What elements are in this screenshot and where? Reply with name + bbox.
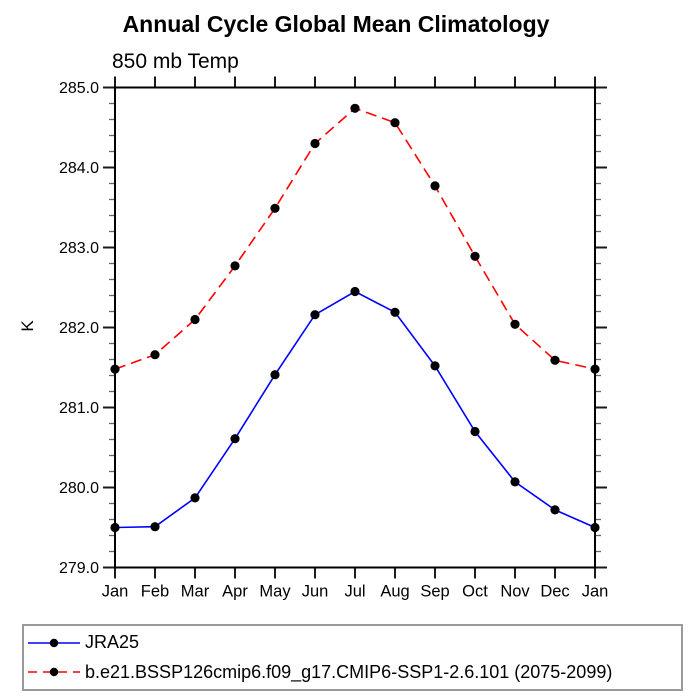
- x-tick-label: Oct: [462, 583, 488, 601]
- plot-area: 279.0 280.0 281.0 282.0 283.0 284.0 285.0 Jan Fe…: [59, 76, 609, 601]
- y-tick-label: 284.0: [59, 160, 99, 177]
- y-tick-label: 282.0: [59, 320, 99, 337]
- x-tick-label: Feb: [141, 583, 169, 601]
- x-tick-label: Sep: [420, 583, 449, 601]
- data-point-marker: [270, 203, 280, 213]
- x-tick-label: Jan: [582, 583, 609, 601]
- x-tick-label: May: [259, 583, 291, 601]
- data-point-marker: [310, 138, 320, 149]
- data-point-marker: [230, 434, 240, 444]
- chart-title: Annual Cycle Global Mean Climatology: [122, 11, 550, 37]
- data-point-marker: [390, 118, 400, 128]
- y-tick-label: 283.0: [59, 240, 99, 257]
- data-point-marker: [150, 522, 160, 532]
- legend-line-sample-jra25: [28, 638, 80, 647]
- legend-box: JRA25 b.e21.BSSP126cmip6.f09_g17.CMIP6-S…: [22, 624, 683, 691]
- data-point-marker: [350, 286, 360, 297]
- data-point-marker: [150, 350, 160, 360]
- legend-item-model: b.e21.BSSP126cmip6.f09_g17.CMIP6-SSP1-2.…: [26, 659, 681, 685]
- data-point-marker: [590, 364, 600, 374]
- data-point-marker: [110, 364, 120, 374]
- x-tick-label: Jun: [302, 583, 329, 601]
- x-tick-label: Jul: [344, 583, 365, 601]
- legend-label-model: b.e21.BSSP126cmip6.f09_g17.CMIP6-SSP1-2.…: [85, 661, 613, 682]
- data-point-marker: [430, 361, 440, 371]
- data-point-marker: [270, 370, 280, 380]
- data-point-marker: [510, 319, 520, 329]
- data-point-marker: [350, 103, 360, 113]
- y-tick-label: 285.0: [59, 80, 99, 97]
- data-point-marker: [230, 261, 240, 271]
- data-point-marker: [470, 251, 480, 261]
- data-point-marker: [190, 314, 200, 325]
- x-tick-label: Nov: [500, 583, 530, 601]
- data-point-marker: [470, 426, 480, 437]
- data-point-marker: [310, 310, 320, 320]
- legend-label-jra25: JRA25: [85, 632, 140, 653]
- data-point-marker: [430, 181, 440, 191]
- y-tick-label: 281.0: [59, 400, 99, 417]
- x-tick-label: Mar: [181, 583, 210, 601]
- plot-box: [114, 86, 596, 569]
- data-point-marker: [550, 505, 560, 515]
- legend-item-jra25: JRA25: [26, 630, 681, 656]
- data-point-marker: [390, 307, 400, 317]
- data-point-marker: [590, 522, 600, 533]
- y-tick-label: 280.0: [59, 480, 99, 497]
- x-tick-label: Dec: [540, 583, 569, 601]
- series-line-jra25: [114, 290, 596, 529]
- legend-line-sample-model: [28, 668, 80, 677]
- x-tick-label: Aug: [380, 583, 409, 601]
- data-point-marker: [110, 522, 120, 533]
- x-tick-label: Apr: [222, 583, 248, 601]
- series-line-model: [114, 107, 596, 370]
- x-tick-label: Jan: [102, 583, 129, 601]
- y-tick-label: 279.0: [59, 560, 99, 577]
- chart-subtitle: 850 mb Temp: [112, 50, 239, 73]
- data-point-marker: [190, 493, 200, 503]
- data-point-marker: [510, 477, 520, 487]
- data-point-marker: [550, 355, 560, 365]
